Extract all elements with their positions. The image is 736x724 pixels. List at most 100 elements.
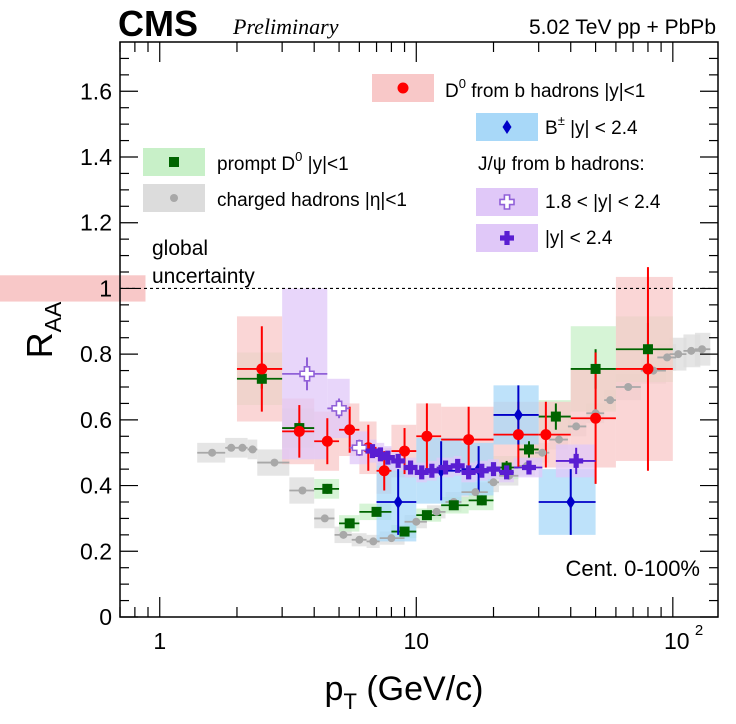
data-point <box>270 458 279 467</box>
data-point <box>499 465 514 480</box>
energy-label: 5.02 TeV pp + PbPb <box>529 16 716 39</box>
data-point <box>572 422 581 431</box>
data-point <box>624 383 633 391</box>
x-tick-label-exponent: 2 <box>695 622 703 639</box>
y-tick-label: 1 <box>99 275 112 301</box>
y-tick-label: 0 <box>99 604 112 630</box>
data-point <box>590 363 601 374</box>
data-point <box>227 443 236 452</box>
data-point <box>371 506 382 517</box>
data-point <box>569 453 584 468</box>
legend-header-jpsi: J/ψ from b hadrons: <box>478 154 645 175</box>
data-point <box>421 510 432 521</box>
data-point <box>450 458 465 473</box>
y-tick-label: 1.4 <box>80 144 112 170</box>
x-tick-label: 10 <box>403 628 429 654</box>
data-point <box>373 447 388 462</box>
data-point <box>421 430 433 442</box>
global-uncertainty-label: uncertainty <box>152 265 255 288</box>
y-axis-title: RAA <box>19 301 66 358</box>
data-point <box>320 514 329 523</box>
data-point <box>399 526 410 537</box>
data-point <box>698 345 707 354</box>
data-point <box>248 445 257 454</box>
data-point <box>365 444 380 459</box>
data-point <box>391 453 406 468</box>
data-point <box>523 444 534 455</box>
data-point <box>538 448 547 457</box>
data-point <box>471 488 480 497</box>
data-point <box>674 350 683 359</box>
legend-marker <box>170 194 178 202</box>
y-tick-label: 1.2 <box>80 210 112 236</box>
data-point <box>321 435 333 447</box>
data-point <box>298 486 307 495</box>
data-point <box>380 450 395 465</box>
data-point <box>432 507 441 516</box>
data-point <box>513 407 523 422</box>
data-point <box>393 495 403 509</box>
data-point <box>238 443 247 452</box>
data-point <box>355 535 364 544</box>
experiment-label: CMS <box>118 3 198 44</box>
data-point <box>378 465 390 477</box>
chart-text: 0 0.2 0.4 0.6 0.8 1 1.2 1.4 1.6 1 10 10 2 pT (GeV/c) R… <box>19 3 716 714</box>
global-uncertainty-label: global <box>152 237 208 260</box>
x-tick-label: 10 <box>664 628 690 654</box>
legend-label: 1.8 < |y| < 2.4 <box>545 192 661 213</box>
x-axis-title: pT (GeV/c) <box>325 670 484 714</box>
data-point <box>512 429 524 441</box>
data-point <box>448 500 459 511</box>
data-point <box>403 460 418 475</box>
data-point <box>566 495 576 509</box>
data-point <box>424 463 439 478</box>
data-point <box>474 463 489 478</box>
data-point <box>438 460 453 475</box>
data-point <box>256 363 268 375</box>
data-point <box>369 537 378 546</box>
legend-marker <box>169 157 179 167</box>
plot-border <box>119 41 719 618</box>
data-point <box>331 400 347 417</box>
data-point <box>550 411 561 422</box>
legend: D0 from b hadrons |y|<1 B± |y| < 2.4 promp… <box>143 74 661 252</box>
legend-label: |y| < 2.4 <box>545 228 613 249</box>
data-point <box>344 424 356 436</box>
data-point <box>256 373 267 384</box>
data-point <box>399 445 411 457</box>
data-point <box>339 530 348 539</box>
y-tick-label: 0.6 <box>80 407 112 433</box>
data-point <box>322 483 333 494</box>
data-point <box>293 425 305 437</box>
data-point <box>486 462 501 477</box>
data-point <box>299 366 315 382</box>
data-point <box>208 448 217 457</box>
data-point <box>387 534 396 543</box>
data-point <box>344 518 355 529</box>
legend-marker <box>499 194 515 210</box>
legend-marker <box>500 231 514 245</box>
data-point <box>521 460 536 475</box>
plot-frame <box>119 41 719 618</box>
legend-label: B± |y| < 2.4 <box>545 113 638 139</box>
data-point <box>606 396 615 405</box>
y-tick-label: 1.6 <box>80 78 112 104</box>
legend-label: charged hadrons |η|<1 <box>217 190 407 211</box>
data-point <box>554 435 563 444</box>
data-point <box>476 495 487 506</box>
legend-marker <box>397 82 409 94</box>
legend-label: D0 from b hadrons |y|<1 <box>445 76 645 102</box>
status-label: Preliminary <box>232 14 339 39</box>
centrality-label: Cent. 0-100% <box>565 556 700 581</box>
legend-marker <box>502 120 512 134</box>
data-point <box>463 434 475 446</box>
data-point <box>540 429 552 441</box>
legend-label: prompt D0 |y|<1 <box>217 149 349 175</box>
data-point <box>461 465 476 480</box>
data-point <box>590 412 602 424</box>
x-tick-label: 1 <box>153 628 166 654</box>
data-point <box>489 478 498 487</box>
y-tick-label: 0.8 <box>80 341 112 367</box>
y-tick-label: 0.2 <box>80 538 112 564</box>
